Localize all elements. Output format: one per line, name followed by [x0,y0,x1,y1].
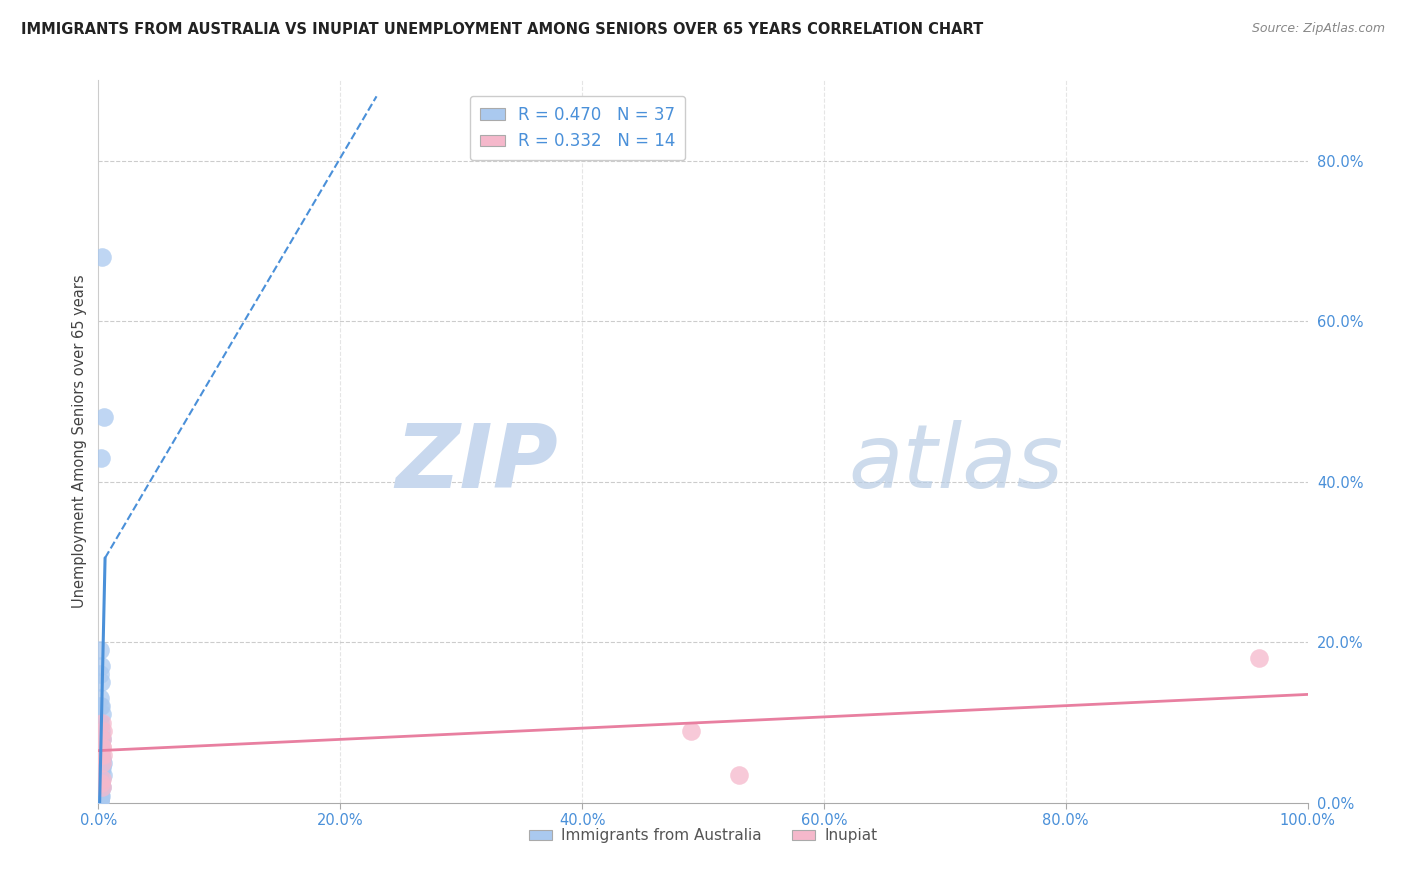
Point [91,751,114,765]
Text: Source: ZipAtlas.com: Source: ZipAtlas.com [1251,22,1385,36]
Point [91,707,114,722]
Point [1249,651,1271,665]
Point [90,776,112,790]
Point [89,667,111,681]
Legend: Immigrants from Australia, Inupiat: Immigrants from Australia, Inupiat [523,822,883,849]
Point [90,764,112,778]
Point [90,723,112,738]
Point [91,780,114,794]
Point [89,747,111,762]
Point [91,767,114,781]
Text: ZIP: ZIP [395,420,558,507]
Point [90,789,112,804]
Point [91,731,114,746]
Point [90,780,112,794]
Point [90,747,112,762]
Point [679,723,702,738]
Point [89,699,111,714]
Point [91,747,114,762]
Point [89,739,111,754]
Point [91,756,114,770]
Point [89,772,111,786]
Point [89,786,111,800]
Point [89,691,111,706]
Point [89,792,111,806]
Point [91,780,114,794]
Point [89,731,111,746]
Point [91,772,114,786]
Point [91,756,114,770]
Point [91,723,114,738]
Y-axis label: Unemployment Among Seniors over 65 years: Unemployment Among Seniors over 65 years [72,275,87,608]
Point [90,776,112,790]
Point [90,659,112,673]
Point [90,699,112,714]
Point [91,731,114,746]
Text: atlas: atlas [848,420,1063,507]
Text: IMMIGRANTS FROM AUSTRALIA VS INUPIAT UNEMPLOYMENT AMONG SENIORS OVER 65 YEARS CO: IMMIGRANTS FROM AUSTRALIA VS INUPIAT UNE… [21,22,983,37]
Point [89,739,111,754]
Point [89,715,111,730]
Point [89,793,111,807]
Point [90,675,112,690]
Point [89,794,111,808]
Point [89,791,111,805]
Point [89,643,111,657]
Point [89,784,111,798]
Point [90,731,112,746]
Point [91,715,114,730]
Point [90,747,112,762]
Point [93,410,115,425]
Point [728,767,751,781]
Point [91,250,114,264]
Point [91,739,114,754]
Point [91,760,114,774]
Point [89,788,111,802]
Point [90,450,112,465]
Point [91,739,114,754]
